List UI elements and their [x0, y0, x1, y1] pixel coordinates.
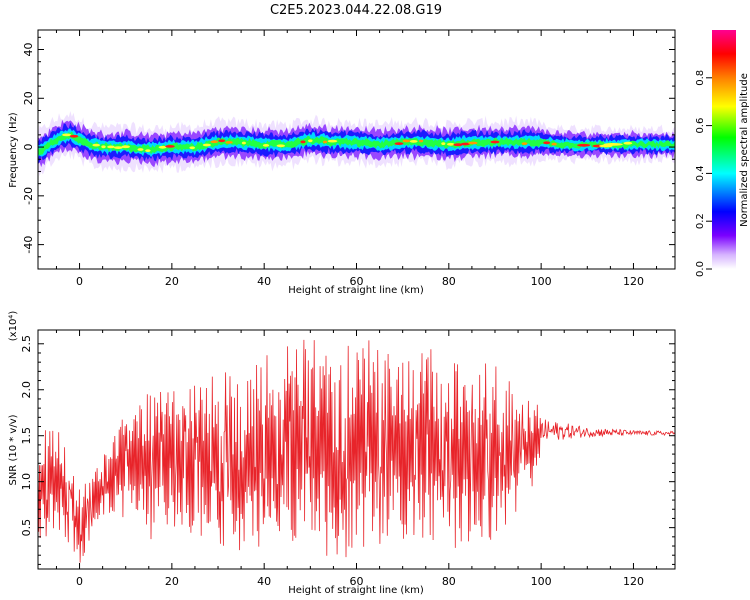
spectrogram-hotspot [92, 143, 101, 147]
spectrogram-hotspot [551, 142, 557, 146]
spectrogram-x-axis-label: Height of straight line (km) [288, 285, 424, 296]
snr-x-tick-label: 40 [257, 575, 271, 588]
figure-title: C2E5.2023.044.22.08.G19 [270, 3, 442, 18]
colorbar-tick-label: 0.6 [695, 118, 706, 134]
spectrogram-y-tick-label: -20 [22, 187, 35, 205]
spectrogram-hotspot [521, 142, 528, 146]
snr-x-tick-label: 80 [442, 575, 456, 588]
spectrogram-hotspot [62, 133, 72, 137]
snr-x-tick-label: 60 [350, 575, 364, 588]
spectrogram-hotspot [419, 139, 424, 143]
spectrogram-hotspot [467, 141, 478, 145]
spectrogram-hotspot [308, 139, 313, 143]
spectrogram-x-tick-label: 100 [531, 275, 552, 288]
snr-y-tick-label: 2.5 [20, 335, 33, 353]
spectrogram-hotspot [276, 144, 286, 148]
spectrogram-y-tick-label: 20 [22, 91, 35, 105]
spectrogram-panel: 0 20 40 60 80 100 120 -40 -20 0 20 40 Height of str… [8, 29, 676, 296]
spectrogram-hotspot [145, 149, 151, 153]
spectrogram-hotspot [241, 141, 246, 145]
spectrogram-hotspot [603, 143, 623, 146]
spectrogram-heatmap [38, 111, 675, 176]
snr-x-tick-label: 20 [165, 575, 179, 588]
spectrogram-hotspot [165, 145, 175, 148]
spectrogram-hotspot [158, 145, 167, 149]
spectrogram-hotspot [577, 143, 591, 147]
spectrogram-hotspot [202, 143, 212, 147]
spectrogram-hotspot [218, 139, 226, 143]
spectrogram-hotspot [101, 145, 106, 149]
spectrogram-hotspot [113, 146, 123, 150]
snr-x-tick-label: 100 [531, 575, 552, 588]
spectrogram-core-layer [38, 131, 675, 156]
spectrogram-hotspot [137, 148, 144, 151]
spectrogram-y-tick-label: -40 [22, 236, 35, 254]
snr-y-tick-label: 0.5 [20, 519, 33, 537]
snr-x-axis-label: Height of straight line (km) [288, 585, 424, 596]
spectrogram-hotspot [402, 139, 411, 143]
snr-y-tick-label: 2.0 [20, 381, 33, 399]
colorbar-tick-label: 0.2 [695, 213, 706, 229]
spectrogram-y-tick-label: 0 [22, 144, 35, 151]
colorbar: 0.0 0.2 0.4 0.6 0.8 Normalized spectral ampl… [695, 30, 750, 277]
spectrogram-hotspot [189, 146, 196, 150]
snr-y-axis-label: SNR (10 * v/v) [8, 414, 19, 485]
snr-series-line [38, 339, 675, 563]
snr-y-tick-label: 1.5 [20, 427, 33, 445]
spectrogram-hotspot [623, 141, 633, 145]
spectrogram-hotspot [409, 140, 418, 143]
snr-x-tick-label: 0 [76, 575, 83, 588]
spectrogram-x-tick-label: 20 [165, 275, 179, 288]
spectrogram-hotspot [453, 143, 463, 147]
spectrogram-hotspot [543, 141, 551, 145]
spectrogram-x-tick-label: 80 [442, 275, 456, 288]
spectrogram-hotspot [300, 140, 306, 144]
spectrogram-hotspot [225, 141, 233, 144]
spectrogram-hotspot [322, 140, 328, 144]
spectrogram-x-tick-label: 120 [623, 275, 644, 288]
colorbar-gradient [712, 30, 736, 269]
snr-y-multiplier: (x10⁴) [8, 311, 19, 342]
snr-x-tick-label: 120 [623, 575, 644, 588]
spectrogram-y-tick-label: 40 [22, 43, 35, 57]
colorbar-tick-label: 0.8 [695, 70, 706, 86]
spectrogram-x-tick-label: 0 [76, 275, 83, 288]
spectrogram-hotspot [210, 140, 219, 144]
spectrogram-hotspot [394, 142, 404, 146]
snr-panel: 0 20 40 60 80 100 120 0.5 1.0 1.5 2.0 2.5 Height of… [8, 311, 676, 596]
colorbar-label: Normalized spectral amplitude [739, 73, 750, 227]
colorbar-tick-label: 0.4 [695, 165, 706, 181]
spectrogram-x-tick-label: 60 [350, 275, 364, 288]
spectrogram-hotspot [262, 144, 270, 147]
spectrogram-hotspot [121, 145, 131, 149]
spectrogram-hotspot [460, 142, 470, 146]
snr-y-tick-label: 1.0 [20, 473, 33, 491]
colorbar-tick-label: 0.0 [695, 261, 706, 277]
spectrogram-hotspot [69, 134, 79, 138]
spectrogram-hotspot [107, 145, 115, 149]
spectrogram-hotspot [490, 140, 500, 144]
spectrogram-hotspot [446, 142, 455, 146]
spectrogram-hotspot [327, 139, 338, 143]
spectrogram-hotspot [441, 142, 446, 146]
spectrogram-x-tick-label: 40 [257, 275, 271, 288]
spectrogram-y-axis-label: Frequency (Hz) [8, 112, 19, 188]
